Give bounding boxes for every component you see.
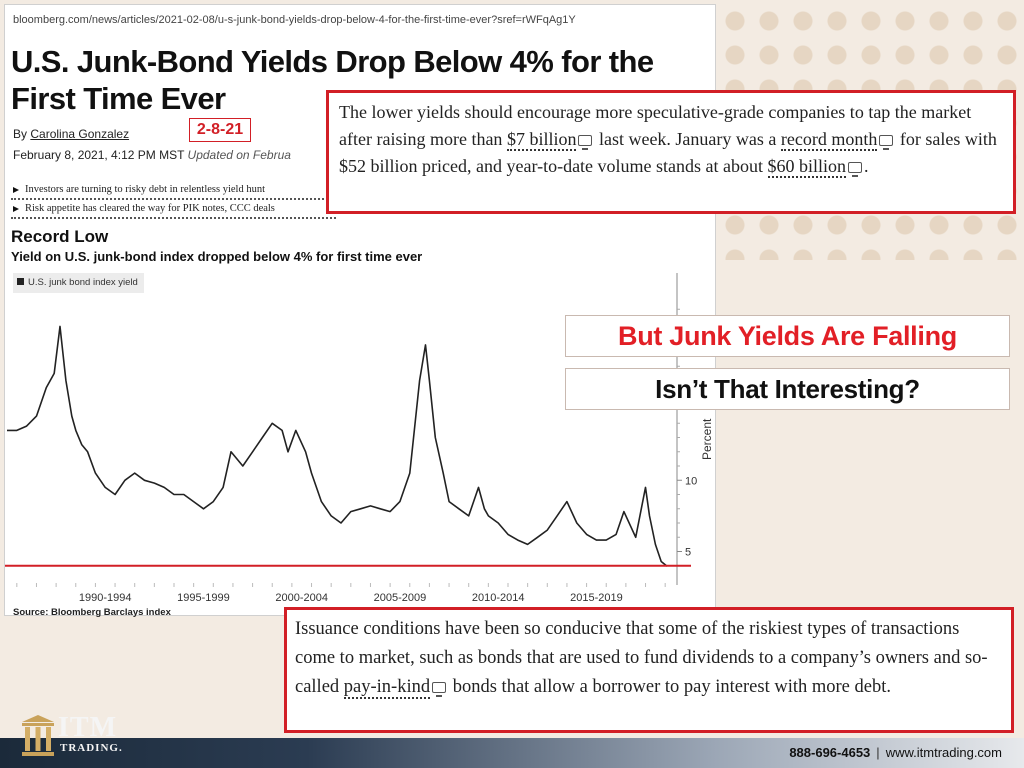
byline: By Carolina Gonzalez bbox=[13, 127, 129, 141]
chart-legend: U.S. junk bond index yield bbox=[13, 273, 144, 293]
bullet-item: Investors are turning to risky debt in r… bbox=[11, 181, 336, 200]
quote-text: bonds that allow a borrower to pay inter… bbox=[448, 677, 891, 697]
chart-title: Record Low bbox=[11, 227, 109, 246]
bullet-list: Investors are turning to risky debt in r… bbox=[11, 181, 336, 219]
separator: | bbox=[876, 745, 880, 760]
chart-subtitle: Yield on U.S. junk-bond index dropped be… bbox=[11, 249, 423, 264]
quote-callout-top: The lower yields should encourage more s… bbox=[326, 90, 1016, 214]
link-preview-icon bbox=[879, 135, 894, 150]
article-headline: U.S. Junk-Bond Yields Drop Below 4% for … bbox=[11, 44, 654, 116]
x-tick-label: 2000-2004 bbox=[275, 592, 328, 604]
legend-swatch bbox=[17, 278, 24, 285]
y-tick-label: 5 bbox=[685, 547, 691, 559]
publish-date: February 8, 2021, 4:12 PM MST bbox=[13, 148, 185, 162]
y-axis-label: Percent bbox=[700, 418, 714, 460]
question-banner: Isn’t That Interesting? bbox=[565, 368, 1010, 410]
quote-callout-bottom: Issuance conditions have been so conduci… bbox=[284, 607, 1014, 733]
x-tick-label: 2015-2019 bbox=[570, 592, 623, 604]
chart-source: Source: Bloomberg Barclays index bbox=[13, 607, 171, 618]
y-tick-label: 10 bbox=[685, 475, 697, 487]
quote-text: for sales with $52 billion priced, and y… bbox=[339, 129, 997, 176]
pay-in-kind-link[interactable]: pay-in-kind bbox=[343, 677, 431, 699]
footer-bar: 888-696-4653 | www.itmtrading.com bbox=[0, 738, 1024, 768]
updated-date: Updated on Februa bbox=[187, 148, 291, 162]
pillar-icon bbox=[22, 715, 54, 756]
logo-title: ITM bbox=[58, 712, 117, 743]
legend-label: U.S. junk bond index yield bbox=[28, 277, 138, 288]
quote-text: The lower yields should encourage more s… bbox=[339, 102, 972, 149]
x-tick-label: 1995-1999 bbox=[177, 592, 230, 604]
author-link[interactable]: Carolina Gonzalez bbox=[30, 127, 130, 141]
quote-text: last week. January was a bbox=[594, 129, 781, 149]
link-preview-icon bbox=[578, 135, 593, 150]
itm-trading-logo: ITM TRADING. bbox=[20, 712, 160, 764]
phone-number[interactable]: 888-696-4653 bbox=[789, 745, 871, 760]
footer-contact: 888-696-4653 | www.itmtrading.com bbox=[789, 745, 1002, 760]
article-url[interactable]: bloomberg.com/news/articles/2021-02-08/u… bbox=[13, 14, 576, 26]
yield-chart: 51020Percent1990-19941995-19992000-20042… bbox=[5, 273, 714, 604]
sixty-billion-link[interactable]: $60 billion bbox=[767, 156, 847, 178]
x-tick-label: 1990-1994 bbox=[79, 592, 132, 604]
seven-billion-link[interactable]: $7 billion bbox=[506, 129, 577, 151]
byline-prefix: By bbox=[13, 127, 28, 141]
link-preview-icon bbox=[848, 162, 863, 177]
series-line bbox=[7, 325, 668, 567]
quote-text: . bbox=[864, 156, 869, 176]
quote-text: Issuance conditions have been so conduci… bbox=[295, 619, 988, 697]
x-tick-label: 2005-2009 bbox=[374, 592, 427, 604]
dateline: February 8, 2021, 4:12 PM MST Updated on… bbox=[13, 148, 291, 162]
bullet-item: Risk appetite has cleared the way for PI… bbox=[11, 200, 336, 219]
record-month-link[interactable]: record month bbox=[780, 129, 878, 151]
x-tick-label: 2010-2014 bbox=[472, 592, 525, 604]
logo-subtitle: TRADING. bbox=[60, 742, 123, 754]
website-link[interactable]: www.itmtrading.com bbox=[885, 745, 1002, 760]
link-preview-icon bbox=[432, 682, 447, 697]
date-tag: 2-8-21 bbox=[189, 118, 251, 142]
headline-banner: But Junk Yields Are Falling bbox=[565, 315, 1010, 357]
